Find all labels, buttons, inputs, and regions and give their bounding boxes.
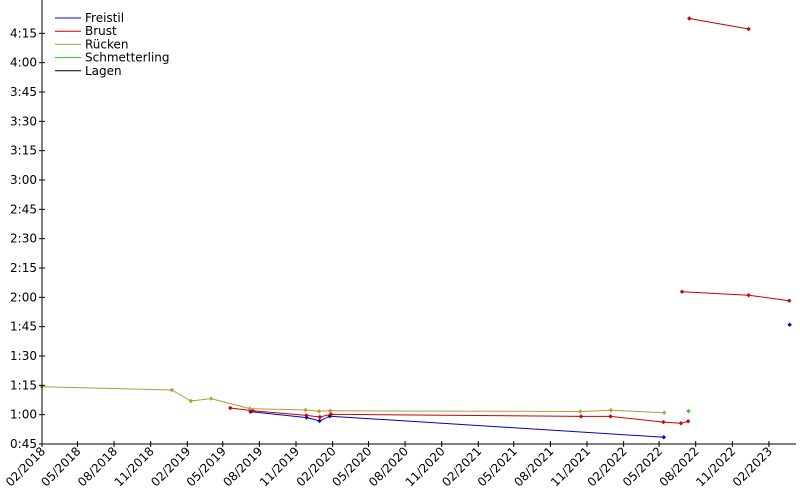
y-tick-label: 2:00 bbox=[10, 290, 37, 304]
data-point-brust bbox=[328, 412, 334, 417]
data-point-brust bbox=[746, 293, 751, 298]
legend-label-schmetterling: Schmetterling bbox=[85, 51, 170, 65]
data-point-brust bbox=[685, 419, 691, 424]
data-point-brust bbox=[317, 414, 323, 420]
y-tick-label: 2:45 bbox=[10, 202, 37, 216]
series-schmetterling bbox=[686, 408, 691, 414]
legend-label-freistil: Freistil bbox=[85, 11, 124, 25]
data-point-r-cken bbox=[169, 387, 174, 393]
data-point-r-cken bbox=[316, 409, 322, 414]
data-point-schmetterling bbox=[686, 408, 691, 414]
y-tick-label: 4:15 bbox=[10, 26, 37, 40]
data-point-freistil bbox=[787, 322, 792, 327]
data-point-r-cken bbox=[608, 408, 614, 413]
y-tick-label: 3:45 bbox=[10, 85, 37, 99]
data-point-r-cken bbox=[209, 396, 214, 401]
data-point-brust bbox=[228, 405, 233, 411]
legend-label-brust: Brust bbox=[85, 24, 117, 38]
data-point-brust bbox=[679, 289, 685, 294]
data-point-brust bbox=[578, 414, 584, 419]
series-brust bbox=[228, 16, 792, 426]
data-point-r-cken bbox=[188, 398, 194, 404]
data-point-brust bbox=[787, 298, 792, 303]
data-point-r-cken bbox=[328, 408, 333, 413]
data-point-brust bbox=[687, 16, 692, 21]
y-tick-label: 1:15 bbox=[10, 378, 37, 392]
y-tick-label: 2:30 bbox=[10, 232, 37, 246]
x-tick-label: 02/2023 bbox=[730, 444, 775, 489]
series-line-r-cken bbox=[41, 386, 665, 414]
axes-layer: 0:45 1:00 1:15 1:30 1:45 2:00 2:15 2:30 2:45 3:00… bbox=[3, 0, 796, 489]
data-point-r-cken bbox=[662, 410, 667, 415]
y-tick-label: 0:45 bbox=[10, 437, 37, 451]
y-tick-label: 3:30 bbox=[10, 114, 37, 128]
data-point-r-cken bbox=[303, 407, 308, 413]
series-layer bbox=[39, 16, 792, 440]
y-tick-label: 1:45 bbox=[10, 320, 37, 334]
legend-label-r-cken: Rücken bbox=[85, 37, 129, 51]
data-point-brust bbox=[304, 413, 309, 418]
legend-label-lagen: Lagen bbox=[85, 64, 122, 78]
data-point-r-cken bbox=[247, 406, 252, 411]
y-tick-label: 1:30 bbox=[10, 349, 37, 363]
data-point-freistil bbox=[317, 418, 322, 424]
series-r-cken bbox=[39, 384, 667, 415]
data-point-brust bbox=[746, 26, 751, 32]
data-point-brust bbox=[661, 419, 666, 425]
data-point-brust bbox=[608, 414, 613, 419]
data-point-brust bbox=[250, 408, 255, 413]
data-point-freistil bbox=[661, 435, 666, 440]
y-tick-label: 3:15 bbox=[10, 144, 37, 158]
data-point-brust bbox=[678, 421, 684, 426]
series-line-brust bbox=[689, 18, 749, 30]
y-tick-label: 3:00 bbox=[10, 173, 37, 187]
y-tick-label: 4:00 bbox=[10, 56, 37, 70]
series-line-brust bbox=[682, 291, 790, 302]
series-freistil bbox=[248, 322, 792, 440]
series-line-brust bbox=[230, 407, 689, 424]
y-tick-label: 2:15 bbox=[10, 261, 37, 275]
data-point-r-cken bbox=[578, 409, 583, 414]
y-tick-label: 1:00 bbox=[10, 408, 37, 422]
